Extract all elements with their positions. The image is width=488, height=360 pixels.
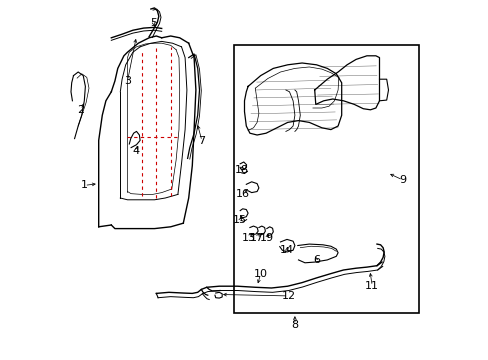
Text: 2: 2 xyxy=(77,105,84,115)
Text: 10: 10 xyxy=(253,269,267,279)
Bar xyxy=(233,45,418,313)
Text: 4: 4 xyxy=(132,146,139,156)
Text: 17: 17 xyxy=(249,233,264,243)
Text: 13: 13 xyxy=(242,233,255,243)
Text: 11: 11 xyxy=(365,281,379,291)
Text: 6: 6 xyxy=(312,255,319,265)
Text: 8: 8 xyxy=(291,320,298,330)
Text: 9: 9 xyxy=(399,175,406,185)
Text: 14: 14 xyxy=(279,245,293,255)
Text: 19: 19 xyxy=(259,233,273,243)
Text: 3: 3 xyxy=(124,76,131,86)
Text: 12: 12 xyxy=(281,291,295,301)
Text: 18: 18 xyxy=(234,165,248,175)
Text: 15: 15 xyxy=(233,215,246,225)
Text: 1: 1 xyxy=(81,180,88,190)
Text: 16: 16 xyxy=(235,189,249,199)
Text: 7: 7 xyxy=(198,136,205,146)
Text: 5: 5 xyxy=(150,18,157,28)
